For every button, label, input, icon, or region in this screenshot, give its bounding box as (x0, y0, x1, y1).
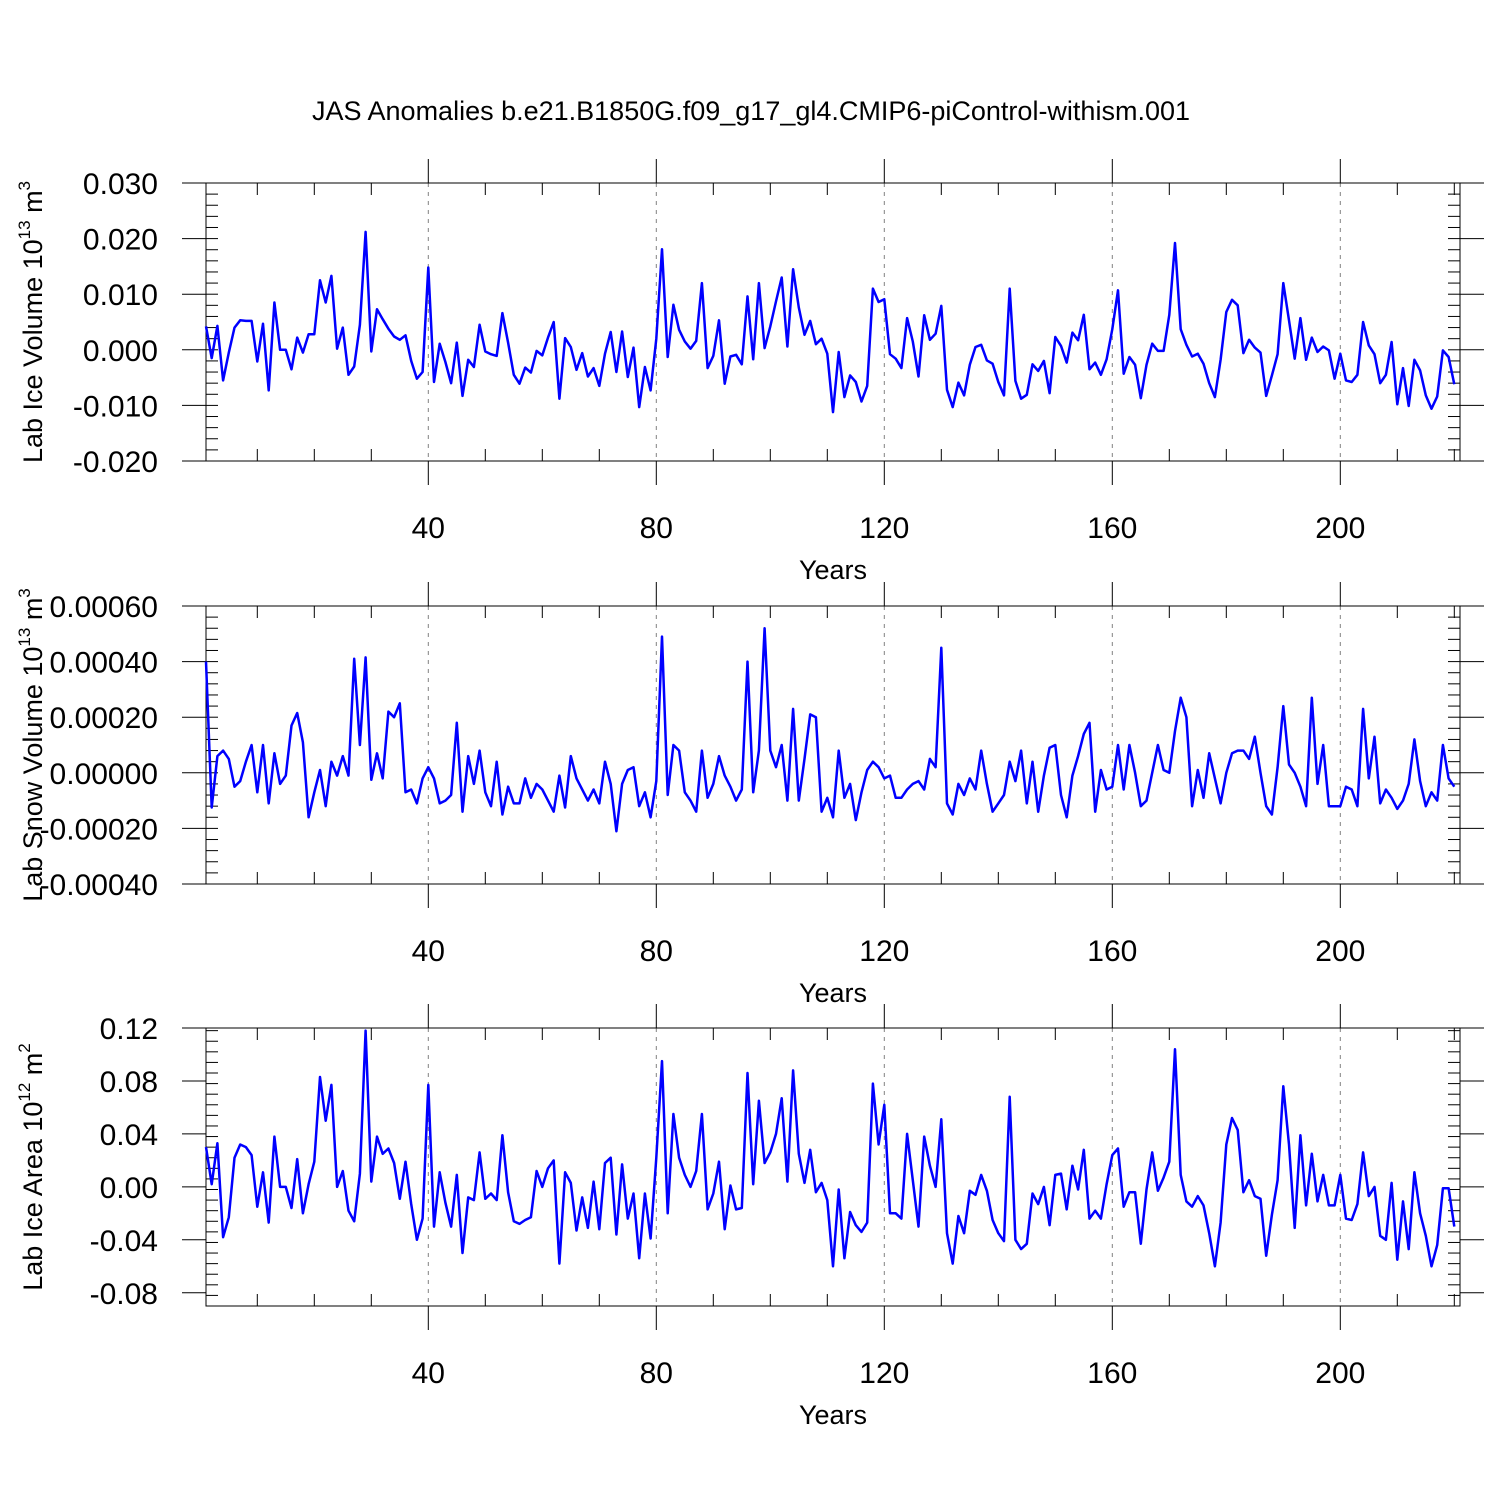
y-axis-label-part: m (18, 190, 48, 220)
y-axis-label: Lab Snow Volume 1013 m3 (15, 588, 48, 902)
y-tick-label: 0.010 (83, 279, 158, 312)
y-axis-label-part: Lab Snow Volume 10 (18, 647, 48, 902)
y-axis-label-superscript: 13 (15, 628, 34, 647)
x-tick-label: 160 (1087, 935, 1137, 968)
y-axis-label-part: Lab Ice Volume 10 (18, 239, 48, 463)
y-tick-label: 0.00 (100, 1172, 158, 1205)
y-axis-label: Lab Ice Volume 1013 m3 (15, 181, 48, 463)
series-line-area (204, 1029, 1456, 1268)
x-tick-label: 80 (640, 512, 673, 545)
x-tick-label: 40 (412, 1357, 445, 1390)
x-tick-label: 160 (1087, 1357, 1137, 1390)
x-tick-label: 40 (412, 935, 445, 968)
series-line-volume (204, 230, 1456, 414)
panel-area: -0.08 -0.04 0.00 0.04 0.08 0.12 40 80 120 160 200 Y… (15, 1004, 1484, 1430)
x-tick-label: 120 (859, 1357, 909, 1390)
chart-title: JAS Anomalies b.e21.B1850G.f09_g17_gl4.C… (312, 96, 1190, 126)
plot-frame (205, 182, 1461, 462)
y-tick-label: 0.000 (83, 335, 158, 368)
x-tick-label: 80 (640, 935, 673, 968)
x-tick-label: 120 (859, 512, 909, 545)
plot-frame (205, 1027, 1461, 1307)
panel-snow: -0.00040 -0.00020 0.00000 0.00020 0.00040 0.0… (15, 582, 1484, 1008)
x-axis-label: Years (799, 978, 867, 1008)
x-tick-label: 200 (1315, 1357, 1365, 1390)
y-axis-label-superscript: 3 (15, 181, 34, 190)
y-tick-label: 0.04 (100, 1119, 158, 1152)
y-axis-label-superscript: 2 (15, 1043, 34, 1052)
y-axis-label-superscript: 12 (15, 1083, 34, 1102)
x-tick-label: 200 (1315, 512, 1365, 545)
y-axis-label-part: Lab Ice Area 10 (18, 1102, 48, 1291)
series-line-snow (204, 626, 1456, 833)
x-tick-label: 200 (1315, 935, 1365, 968)
y-tick-label: -0.04 (90, 1225, 158, 1258)
y-tick-label: 0.08 (100, 1066, 158, 1099)
x-tick-label: 120 (859, 935, 909, 968)
x-tick-label: 40 (412, 512, 445, 545)
plot-frame (205, 605, 1461, 885)
y-tick-label: 0.020 (83, 224, 158, 257)
y-tick-label: 0.00020 (50, 702, 158, 735)
y-tick-label: 0.12 (100, 1013, 158, 1046)
y-tick-label: 0.00040 (50, 647, 158, 680)
y-axis-label-part: m (18, 1053, 48, 1083)
panel-volume: -0.020 -0.010 0.000 0.010 0.020 0.030 40 80 120 1… (15, 159, 1484, 585)
y-tick-label: 0.00060 (50, 591, 158, 624)
y-tick-label: -0.010 (73, 390, 158, 423)
y-axis-label-superscript: 13 (15, 220, 34, 239)
y-tick-label: -0.08 (90, 1278, 158, 1311)
x-axis-label: Years (799, 555, 867, 585)
y-axis-label: Lab Ice Area 1012 m2 (15, 1043, 48, 1291)
x-tick-label: 80 (640, 1357, 673, 1390)
y-tick-label: 0.030 (83, 168, 158, 201)
x-tick-label: 160 (1087, 512, 1137, 545)
y-tick-label: -0.00040 (40, 869, 158, 902)
x-axis-label: Years (799, 1400, 867, 1430)
y-tick-label: 0.00000 (50, 758, 158, 791)
y-axis-label-part: m (18, 598, 48, 628)
y-axis-label-superscript: 3 (15, 588, 34, 597)
y-tick-label: -0.00020 (40, 813, 158, 846)
y-tick-label: -0.020 (73, 446, 158, 479)
